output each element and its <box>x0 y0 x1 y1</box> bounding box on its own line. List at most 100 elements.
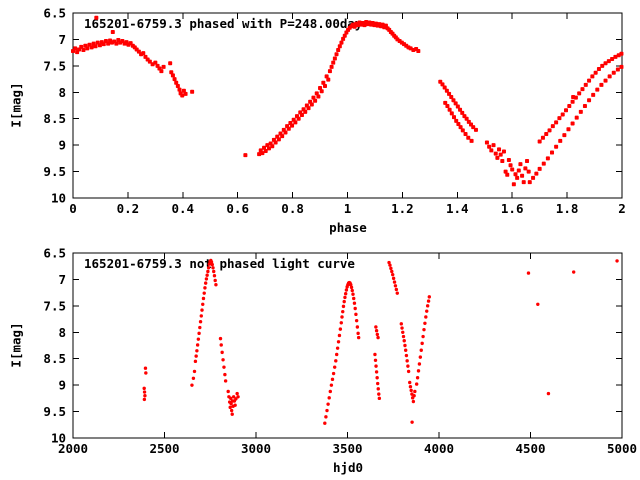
top-panel-data-point <box>570 121 575 126</box>
top-panel-data-point <box>367 20 372 25</box>
bottom-panel-data-point <box>377 392 381 396</box>
bottom-panel-data-point <box>394 287 399 292</box>
bottom-panel-data-point <box>227 395 231 399</box>
top-panel-data-point <box>578 109 583 114</box>
bottom-panel-data-point <box>546 391 551 396</box>
top-panel-data-point <box>278 131 283 136</box>
top-panel-data-point <box>385 26 390 31</box>
top-panel-data-point <box>324 74 329 79</box>
top-panel-data-point <box>408 46 413 51</box>
top-panel-data-point <box>374 21 379 26</box>
top-panel-data-point <box>460 128 465 133</box>
bottom-panel-data-point <box>195 349 199 353</box>
top-panel-x-tick-label: 1.4 <box>446 201 469 216</box>
top-panel-data-point <box>607 74 612 79</box>
top-panel-data-point <box>560 112 565 117</box>
bottom-panel-data-point <box>214 283 218 287</box>
top-panel-data-point <box>314 91 319 96</box>
top-panel-data-point <box>112 39 117 44</box>
top-panel-y-tick-label: 8.5 <box>43 111 66 126</box>
top-panel-data-point <box>466 135 471 140</box>
top-panel-data-point <box>108 38 113 43</box>
top-panel-data-point <box>518 162 523 167</box>
top-panel-data-point <box>567 104 572 109</box>
top-panel-data-point <box>471 125 476 130</box>
bottom-panel-y-tick-label: 10 <box>51 431 66 446</box>
top-panel-data-point <box>395 37 400 42</box>
top-panel-data-point <box>498 152 503 157</box>
top-panel-data-point <box>180 93 185 98</box>
bottom-panel-data-point <box>405 359 409 363</box>
bottom-panel-data-point <box>195 343 200 347</box>
top-panel-data-point <box>525 159 530 163</box>
bottom-panel-border <box>72 252 623 439</box>
top-panel-yaxis-label: I[mag] <box>8 82 24 128</box>
top-panel-data-point <box>257 152 262 157</box>
top-panel-data-point <box>143 54 148 59</box>
top-panel-data-point <box>466 119 471 124</box>
bottom-panel-y-tick-label: 7.5 <box>43 298 66 313</box>
top-panel-data-point <box>526 169 531 174</box>
top-panel-data-point <box>388 30 393 35</box>
top-panel-data-point <box>570 99 575 104</box>
top-panel-data-point <box>416 49 421 54</box>
top-panel-data-point <box>537 139 542 144</box>
top-panel-data-point <box>451 98 456 103</box>
top-panel-data-point <box>153 60 158 65</box>
top-panel-data-point <box>263 148 268 153</box>
top-panel-data-point <box>290 123 295 128</box>
bottom-panel-data-point <box>406 364 410 368</box>
top-panel-data-point <box>587 98 592 103</box>
top-panel-data-point <box>600 63 605 68</box>
top-panel-data-point <box>341 36 346 41</box>
bottom-panel-data-point <box>425 304 430 308</box>
top-panel-data-point <box>283 130 288 135</box>
bottom-panel-data-point <box>410 420 414 424</box>
bottom-panel-data-point <box>349 283 353 287</box>
top-panel-data-point <box>91 41 96 46</box>
top-panel-data-point <box>73 46 78 51</box>
top-panel-data-point <box>378 24 383 29</box>
bottom-panel-data-point <box>406 369 411 374</box>
top-panel-x-tick-label: 2 <box>618 201 626 216</box>
top-panel-data-point <box>460 110 465 115</box>
bottom-panel-data-point <box>571 270 576 274</box>
bottom-panel-x-tick-label: 2000 <box>58 441 88 456</box>
bottom-panel-data-point <box>401 330 405 334</box>
bottom-panel-data-point <box>393 284 398 288</box>
top-panel-data-point <box>265 143 270 148</box>
top-panel-y-tick-label: 9 <box>58 138 66 153</box>
top-panel-data-point <box>288 120 293 125</box>
top-panel-data-point <box>326 77 331 82</box>
top-panel-data-point <box>550 150 555 155</box>
bottom-panel-data-point <box>203 281 208 285</box>
top-panel-data-point <box>583 82 588 87</box>
top-panel-data-point <box>145 57 150 62</box>
bottom-panel-data-point <box>143 394 147 398</box>
top-panel-data-point <box>577 91 582 96</box>
top-panel-data-point <box>375 23 380 28</box>
top-panel-data-point <box>101 42 106 47</box>
bottom-panel-title: 165201-6759.3 not phased light curve <box>84 256 355 271</box>
top-panel-data-point <box>81 48 86 52</box>
top-panel-data-point <box>322 83 327 88</box>
bottom-panel-data-point <box>342 299 346 304</box>
top-panel-x-tick-label: 0.4 <box>172 201 195 216</box>
bottom-panel-data-point <box>222 365 226 369</box>
top-panel-data-point <box>116 37 121 42</box>
top-panel-data-point <box>573 95 578 100</box>
bottom-panel-data-point <box>350 288 354 293</box>
top-panel-data-point <box>124 40 129 45</box>
top-panel-data-point <box>453 101 458 106</box>
top-panel-data-point <box>544 132 549 137</box>
bottom-panel-data-point <box>199 314 203 318</box>
top-panel-data-point <box>365 22 370 27</box>
top-panel-data-point <box>344 30 349 35</box>
bottom-panel-data-point <box>373 352 377 357</box>
bottom-panel-data-point <box>373 358 378 362</box>
top-panel-data-point <box>540 135 545 140</box>
bottom-panel-data-point <box>349 285 354 290</box>
top-panel-data-point <box>313 98 318 103</box>
bottom-panel-data-point <box>420 341 424 346</box>
